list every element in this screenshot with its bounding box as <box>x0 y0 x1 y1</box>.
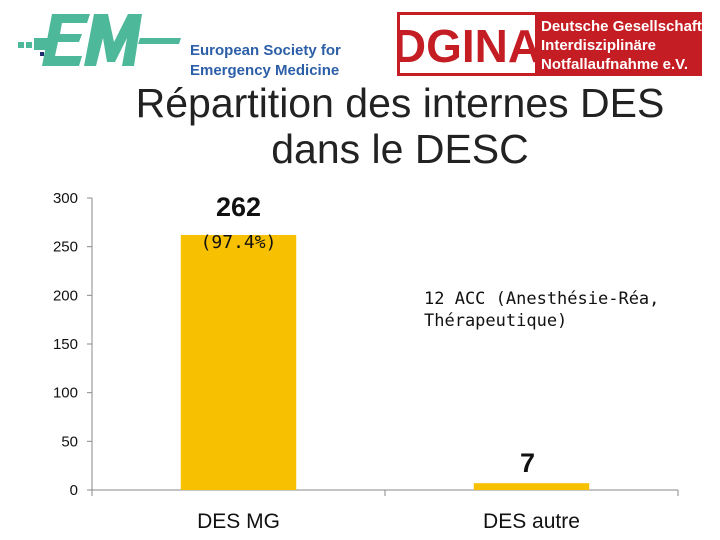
y-tick-label: 50 <box>61 433 78 450</box>
x-category-label: DES autre <box>483 510 580 533</box>
y-tick-label: 250 <box>53 239 78 256</box>
chart-title: Répartition des internes DES dans le DES… <box>100 80 700 172</box>
chart-title-line1: Répartition des internes DES <box>135 80 665 126</box>
y-tick-label: 150 <box>53 336 78 353</box>
dgina-name-line2: Interdisziplinäre <box>541 37 656 54</box>
data-label-percent: (97.4%) <box>201 232 277 253</box>
chart-title-line2: dans le DESC <box>271 126 529 172</box>
bar-des-autre <box>473 483 590 490</box>
bar-des-mg <box>180 234 297 490</box>
dgina-name-line3: Notfallaufnahme e.V. <box>541 56 688 73</box>
eusem-mark <box>18 14 181 66</box>
dgina-logo: DGINA Deutsche Gesellschaft Interdiszipl… <box>397 12 702 76</box>
annotation-line2: Thérapeutique) <box>424 311 567 331</box>
y-tick-label: 200 <box>53 287 78 304</box>
y-axis: 0 50 100 150 200 250 300 <box>53 190 93 499</box>
data-labels: 262 (97.4%) 7 <box>201 192 535 478</box>
y-tick-label: 0 <box>70 482 78 499</box>
x-category-label: DES MG <box>197 510 280 533</box>
eusem-name-line1: European Society for <box>190 42 341 59</box>
data-label-value: 7 <box>520 448 535 478</box>
bars <box>180 234 590 490</box>
dgina-name-line1: Deutsche Gesellschaft <box>541 18 702 35</box>
x-axis: DES MG DES autre <box>91 489 679 533</box>
annotation-line1: 12 ACC (Anesthésie-Réa, <box>424 289 659 309</box>
y-tick-label: 300 <box>53 190 78 207</box>
y-tick-label: 100 <box>53 385 78 402</box>
data-label-value: 262 <box>216 192 261 222</box>
eusem-logo: European Society for Emergency Medicine <box>18 14 341 78</box>
dgina-acronym: DGINA <box>397 20 541 72</box>
eusem-name-line2: Emergency Medicine <box>190 62 339 78</box>
